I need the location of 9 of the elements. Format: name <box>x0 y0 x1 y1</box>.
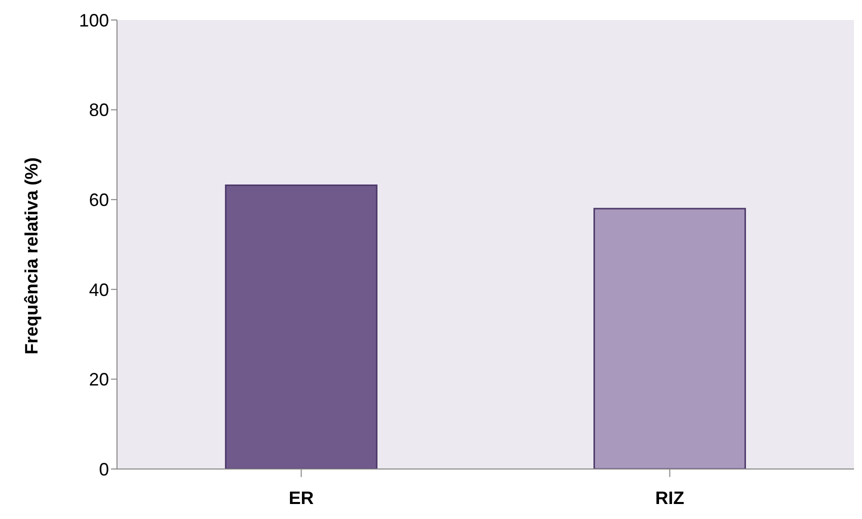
y-tick-label: 40 <box>88 280 109 300</box>
x-tick-label: RIZ <box>655 488 684 508</box>
x-tick-label: ER <box>288 488 314 508</box>
y-axis-title: Frequência relativa (%) <box>21 157 42 354</box>
y-tick-label: 20 <box>88 370 109 390</box>
y-tick-label: 80 <box>88 100 109 120</box>
y-tick-label: 0 <box>98 459 109 480</box>
y-tick-label: 60 <box>88 190 109 210</box>
y-tick-label: 100 <box>78 10 109 30</box>
